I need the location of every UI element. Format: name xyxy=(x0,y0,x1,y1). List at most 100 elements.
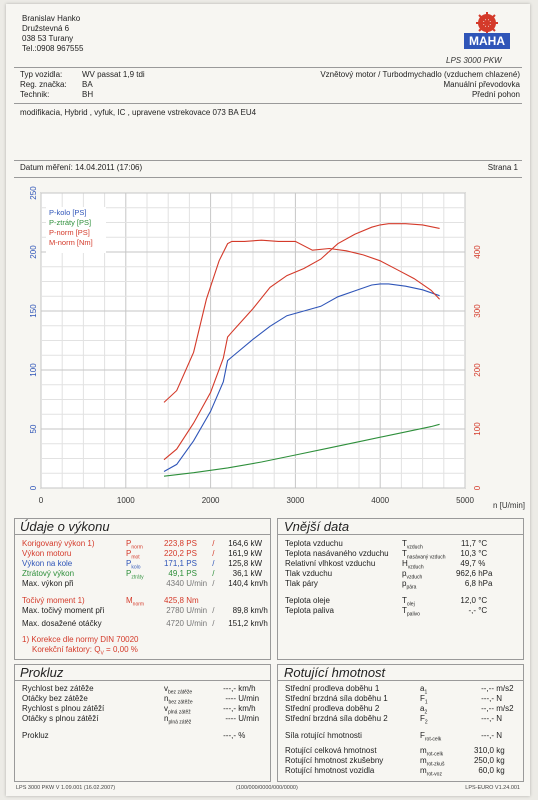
slip-row-value: ---,- km/h xyxy=(223,684,256,693)
rot-row-value: 310,0 kg xyxy=(473,746,505,755)
gearbox-type: Manuální převodovka xyxy=(443,80,521,89)
ext-row-label: Teplota paliva xyxy=(285,606,334,615)
slip-row-symbol: nbez zátěže xyxy=(164,694,193,706)
x-tick-label: 2000 xyxy=(202,496,220,505)
perf-row-symbol: Pnorm xyxy=(126,539,143,551)
perf-row-symbol: Pztráty xyxy=(126,569,144,581)
series-line xyxy=(163,283,440,472)
rot-row-label: Rotující celková hmotnost xyxy=(285,746,377,755)
perf-row-label: Výkon motoru xyxy=(22,549,71,558)
type-value: WV passat 1,9 tdi xyxy=(82,70,145,79)
rot-row-symbol: a2 xyxy=(420,704,428,716)
ext-row-value: 12,0 °C xyxy=(460,596,488,605)
perf-row-values: 49,1 PS/36,1 kW xyxy=(168,569,263,578)
y-left-tick-label: 0 xyxy=(29,485,38,490)
rot-row-symbol: mrot-celk xyxy=(420,746,444,758)
ext-row-value: 11,7 °C xyxy=(461,539,488,548)
y-left-tick-label: 200 xyxy=(29,245,38,259)
ext-row-symbol: Tpalivo xyxy=(402,606,420,618)
rot-row-label: Střední prodleva doběhu 2 xyxy=(285,704,380,713)
perf-row-label: Ztrátový výkon xyxy=(22,569,74,578)
tech-label: Technik: xyxy=(20,90,50,99)
report-sheet: Branislav Hanko Družstevná 6 038 53 Tura… xyxy=(6,4,530,796)
series-line xyxy=(163,239,440,403)
perf-row-symbol: Pmot xyxy=(126,549,140,561)
perf-label: Max. dosažené otáčky xyxy=(22,619,102,628)
measure-date: Datum měření: 14.04.2011 (17:06) xyxy=(20,163,143,172)
legend-entry: P-norm [PS] xyxy=(49,228,90,237)
reg-value: BA xyxy=(82,80,93,89)
y-left-tick-label: 150 xyxy=(29,304,38,318)
vehicle-values: WV passat 1,9 tdi BA BH xyxy=(82,70,145,100)
engine-info: Vznětový motor / Turbodmychadlo (vzduche… xyxy=(320,70,520,100)
external-data-title: Vnější data xyxy=(284,519,350,534)
rot-row-label: Střední brzdná síla doběhu 1 xyxy=(285,694,388,703)
slip-row-label: Prokluz xyxy=(22,731,49,740)
ext-row-symbol: ppára xyxy=(402,579,417,591)
modification-note: modifikacia, Hybrid , vyfuk, IC , uprave… xyxy=(20,108,257,117)
ext-row-label: Teplota oleje xyxy=(285,596,330,605)
correction-note: 1) Korekce dle normy DIN 70020 xyxy=(22,635,139,644)
ext-row-label: Teplota nasávaného vzduchu xyxy=(285,549,389,558)
series-line xyxy=(163,223,440,461)
perf-row-symbol: Mnorm xyxy=(126,596,145,608)
slip-panel xyxy=(14,664,271,782)
slip-row-symbol: vplná zátěž xyxy=(164,704,191,716)
ext-row-value: 10,3 °C xyxy=(460,549,488,558)
perf-row-symbol: Pkolo xyxy=(126,559,141,571)
perf-row-label: Točivý moment 1) xyxy=(22,596,85,605)
perf-row-values: 223,8 PS/164,6 kW xyxy=(163,539,263,548)
ext-row-label: Tlak páry xyxy=(285,579,318,588)
perf-row-label: Max. výkon při xyxy=(22,579,74,588)
legend-entry: M-norm [Nm] xyxy=(49,238,93,247)
rotating-mass-panel xyxy=(277,664,524,782)
rot-row-label: Rotující hmotnost zkušebny xyxy=(285,756,384,765)
perf-row-values: 4340 U/min/140,4 km/h xyxy=(166,579,268,588)
perf-label: Výkon motoru xyxy=(22,549,72,558)
perf-row-values: 2780 U/min/89,8 km/h xyxy=(166,606,268,615)
slip-row-symbol: nplná zátěž xyxy=(164,714,192,726)
legend-entry: P-ztráty [PS] xyxy=(49,218,91,227)
ext-row-label: Teplota vzduchu xyxy=(285,539,343,548)
logo-text: MAHA xyxy=(469,34,505,48)
external-data-panel xyxy=(277,518,524,660)
tech-value: BH xyxy=(82,90,94,99)
rot-row-value: ---,- N xyxy=(481,694,502,703)
ext-row-symbol: Tolej xyxy=(402,596,415,608)
slip-title: Prokluz xyxy=(20,665,64,680)
ext-row-symbol: pvzduch xyxy=(402,569,423,581)
owner-block: Branislav Hanko Družstevná 6 038 53 Tura… xyxy=(22,14,83,54)
slip-row-value: ---,- km/h xyxy=(223,704,256,713)
rot-row-value: ---,- N xyxy=(481,731,502,740)
rot-row-label: Síla rotující hmotnosti xyxy=(285,731,362,740)
ext-row-label: Tlak vzduchu xyxy=(285,569,333,578)
x-tick-label: 5000 xyxy=(456,496,474,505)
ext-row-symbol: Tnasávaný vzduch xyxy=(402,549,446,561)
slip-row-symbol: vbez zátěže xyxy=(164,684,193,696)
owner-city: 038 53 Turany xyxy=(22,34,74,43)
perf-row-label: Korigovaný výkon 1) xyxy=(22,539,94,548)
rot-row-label: Střední prodleva doběhu 1 xyxy=(285,684,380,693)
x-axis-label: n [U/min] xyxy=(493,501,525,510)
rot-row-symbol: mrot-voz xyxy=(420,766,442,778)
perf-label: Max. výkon při xyxy=(22,579,74,588)
ext-row-symbol: Hvzduch xyxy=(402,559,424,571)
perf-label: Max. točivý moment při xyxy=(22,606,105,615)
rot-row-value: 250,0 kg xyxy=(473,756,505,765)
perf-label: Ztrátový výkon xyxy=(22,569,75,578)
y-left-tick-label: 250 xyxy=(29,186,38,200)
rot-row-label: Střední brzdná síla doběhu 2 xyxy=(285,714,388,723)
footer-mid: (100/000/0000/000/0000) xyxy=(236,785,298,791)
slip-row-value: ---- U/min xyxy=(225,694,260,703)
legend-entry: P-kolo [PS] xyxy=(49,208,87,217)
rot-row-value: --,-- m/s2 xyxy=(481,684,514,693)
footer-right: LPS-EURO V1.24.001 xyxy=(465,785,520,791)
ext-row-value: 49,7 % xyxy=(460,559,486,568)
x-tick-label: 3000 xyxy=(287,496,305,505)
slip-row-label: Otáčky s plnou zátěží xyxy=(22,714,99,723)
perf-row-values: 4720 U/min/151,2 km/h xyxy=(166,619,268,628)
rot-row-symbol: mrot-zkuš xyxy=(420,756,445,768)
y-right-tick-label: 100 xyxy=(473,422,482,436)
maha-logo: MAHA xyxy=(456,10,518,62)
footer-left: LPS 3000 PKW V 1.09.001 (16.02.2007) xyxy=(16,785,116,791)
